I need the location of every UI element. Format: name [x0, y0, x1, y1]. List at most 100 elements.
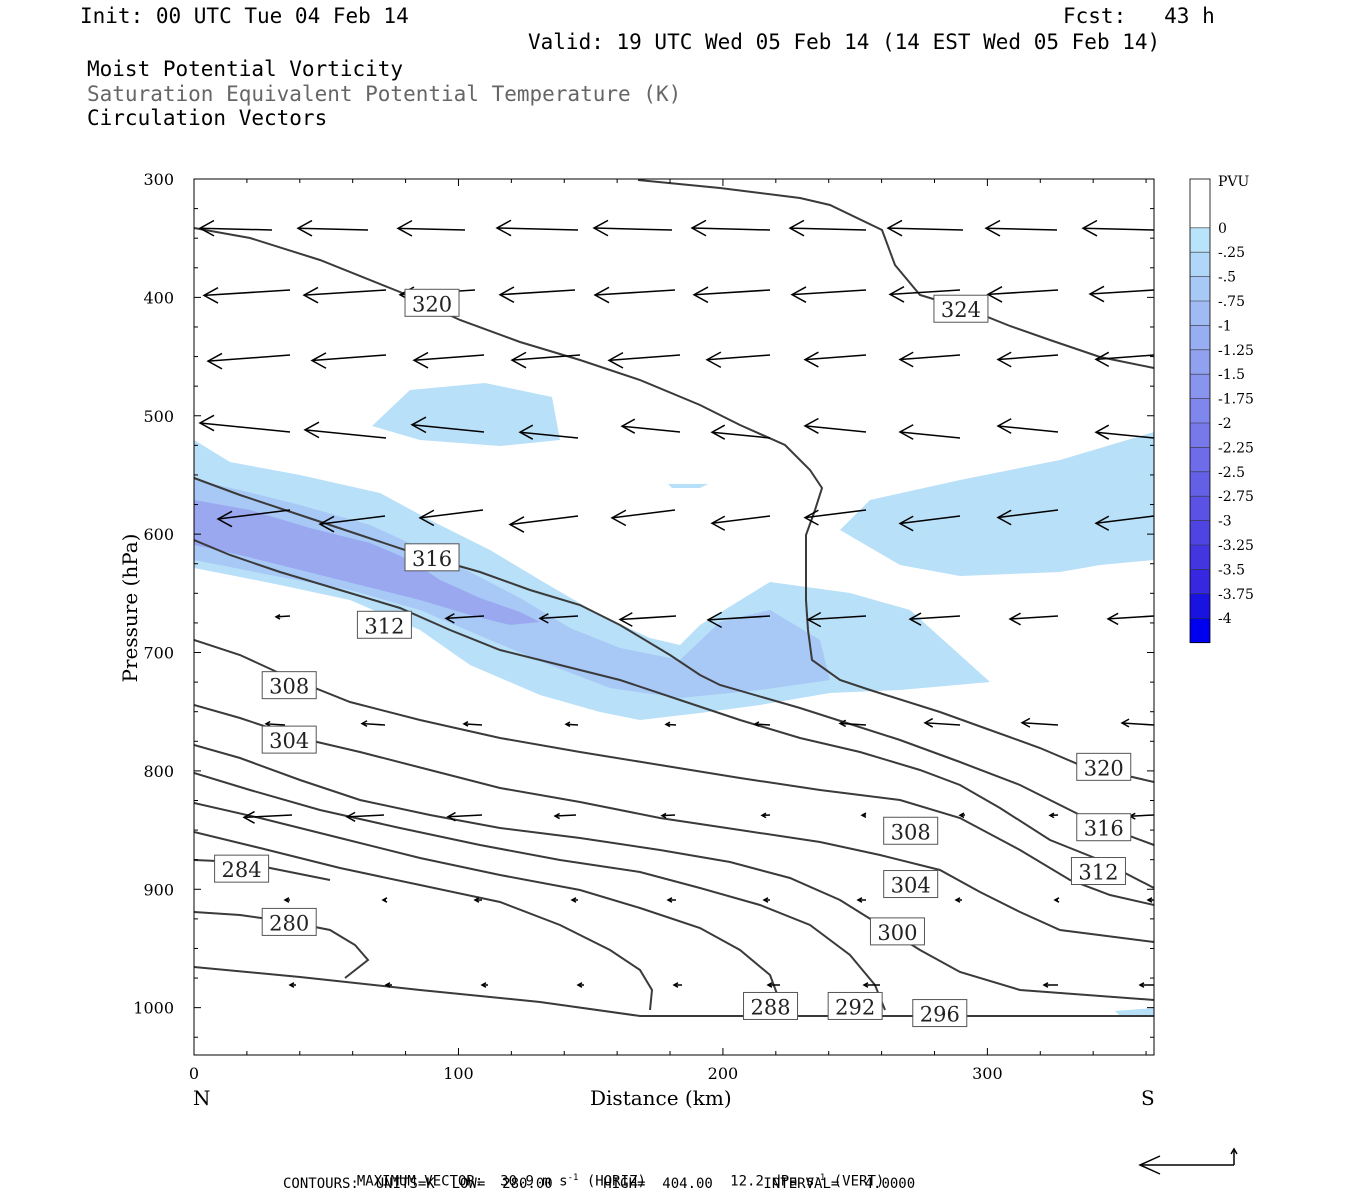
vector-arrow — [806, 611, 867, 628]
vector-arrow — [618, 612, 677, 627]
vector-arrow — [607, 351, 681, 369]
colorbar-swatch — [1190, 398, 1210, 424]
vector-arrow — [288, 982, 296, 988]
reference-vector — [1138, 1147, 1238, 1175]
vector-arrow — [202, 287, 291, 304]
contour-324 — [637, 179, 1154, 369]
theta-es-contours — [194, 179, 1154, 1017]
vector-arrow — [1094, 351, 1154, 368]
vector-arrow — [672, 982, 682, 988]
contour-label-box — [933, 294, 989, 323]
x-tick-label: 100 — [443, 1064, 474, 1083]
field-theta-es: Saturation Equivalent Potential Temperat… — [87, 82, 682, 106]
colorbar-level: -2.75 — [1218, 489, 1254, 505]
vector-arrow — [498, 286, 576, 304]
vector-arrow — [660, 812, 676, 819]
contour-label-box — [261, 671, 317, 700]
pv-colorbar: PVU 0 -.25 -.5 -.75 -1 -1.25 -1.5 -1.75 -2 -2.25 -2… — [1189, 174, 1254, 644]
colorbar-swatch — [1190, 569, 1210, 595]
horiz-value: 30.9 m s — [500, 1173, 568, 1190]
vector-arrow — [620, 418, 681, 434]
contour-292 — [194, 802, 784, 1011]
vector-arrow — [303, 421, 387, 439]
pv-shading — [194, 383, 1154, 1016]
vector-arrow — [790, 286, 867, 303]
vector-arrow — [1088, 285, 1154, 303]
contour-label-box — [912, 999, 968, 1028]
vector-arrow — [838, 719, 867, 728]
x-tick-label: 200 — [708, 1064, 739, 1083]
vector-arrow — [923, 717, 961, 728]
vector-arrow — [1053, 897, 1060, 903]
contour-label: 288 — [750, 995, 790, 1019]
vector-arrow — [1042, 982, 1058, 988]
vector-arrow — [1106, 612, 1154, 626]
pv-region-surface — [1115, 1008, 1154, 1016]
contour-label-box — [214, 854, 270, 883]
vector-arrow — [495, 219, 579, 237]
vector-arrow — [908, 612, 961, 626]
vector-arrow — [538, 613, 579, 624]
vector-arrow — [692, 286, 771, 304]
contour-label-box — [743, 991, 799, 1020]
y-tick-label: 600 — [143, 525, 174, 544]
contour-label-box — [261, 725, 317, 754]
colorbar-swatch — [1190, 471, 1210, 497]
contour-labels: 320 324 316 312 308 304 320 316 308 312 304 284 280 3… — [214, 288, 1132, 1028]
vector-arrow — [788, 219, 867, 237]
vector-arrow — [762, 897, 770, 903]
vector-arrow — [242, 810, 293, 824]
contour-bottom — [194, 966, 1154, 1017]
vector-arrow — [1020, 717, 1059, 728]
max-vector-label: MAXIMUM VECTOR: — [356, 1173, 484, 1190]
contour-label: 304 — [891, 874, 931, 898]
x-axis-left-label: N — [193, 1086, 211, 1110]
vector-arrow — [444, 613, 485, 624]
vert-value: 12.2 dPa s — [730, 1173, 815, 1190]
vector-arrow — [666, 897, 676, 903]
contour-label: 284 — [222, 858, 262, 882]
colorbar-level: -3.75 — [1218, 587, 1254, 603]
vector-arrow — [996, 418, 1059, 434]
colorbar-level: -1.5 — [1218, 367, 1245, 383]
plot-frame — [193, 178, 1155, 1056]
vector-arrow — [360, 720, 386, 728]
contour-316 — [194, 477, 1154, 846]
vector-arrow — [296, 219, 369, 237]
colorbar-level: -1.25 — [1218, 343, 1254, 359]
vector-arrow — [705, 351, 771, 369]
valid-time: Valid: 19 UTC Wed 05 Feb 14 (14 EST Wed … — [528, 30, 1161, 54]
vector-arrow — [888, 286, 961, 303]
contour-label-box — [1076, 752, 1132, 781]
vector-arrow — [1048, 812, 1059, 819]
vector-arrow — [198, 414, 291, 433]
field-vectors: Circulation Vectors — [87, 106, 328, 130]
vector-arrow — [706, 611, 771, 629]
colorbar-swatch — [1190, 374, 1210, 400]
colorbar-swatch — [1190, 203, 1210, 229]
vector-arrow — [898, 351, 961, 368]
vector-arrow — [396, 219, 466, 237]
contour-320-upper — [194, 227, 1154, 783]
pv-region-small — [668, 484, 708, 488]
colorbar-level: -3.5 — [1218, 562, 1245, 578]
vector-arrow — [345, 811, 385, 822]
vector-arrow — [576, 982, 584, 988]
contour-300 — [194, 744, 1154, 1001]
vector-arrow — [480, 982, 488, 988]
vector-arrow — [984, 219, 1058, 237]
colorbar-frame — [1189, 178, 1211, 644]
contour-304 — [194, 704, 1154, 943]
contour-label: 320 — [1084, 756, 1124, 780]
vector-arrow — [803, 417, 867, 434]
vector-arrow — [264, 720, 286, 727]
vector-arrow — [958, 812, 966, 819]
vector-arrow — [508, 515, 579, 533]
vector-arrow — [803, 509, 867, 526]
vector-arrow — [553, 812, 577, 820]
vector-arrow — [310, 352, 387, 369]
colorbar-level: -3 — [1218, 514, 1232, 530]
colorbar-level: -1.75 — [1218, 392, 1254, 408]
contour-label-box — [404, 288, 460, 317]
contour-label: 316 — [412, 547, 452, 571]
